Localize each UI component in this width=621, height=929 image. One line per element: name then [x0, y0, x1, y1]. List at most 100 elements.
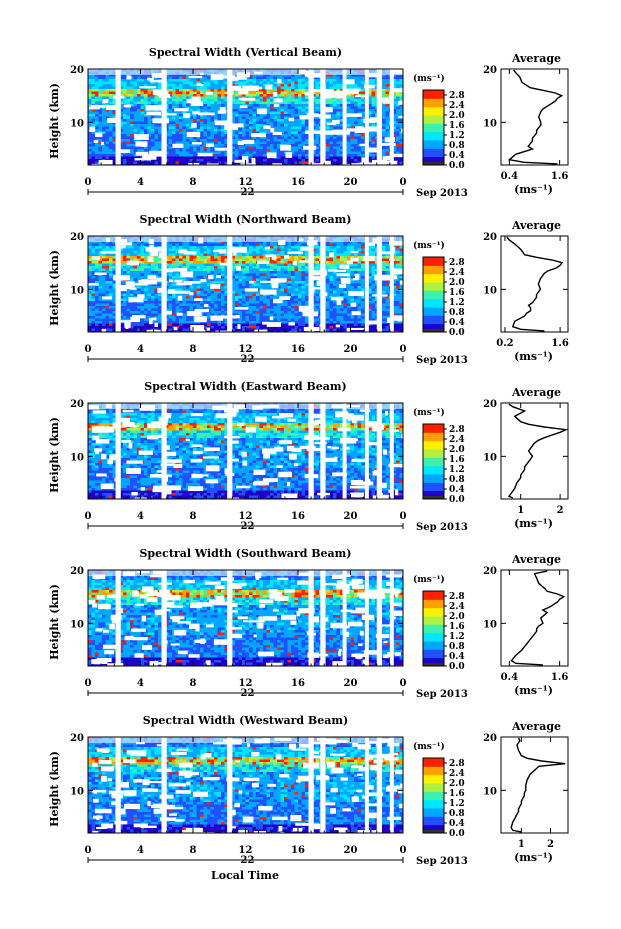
average-profile-line: [506, 236, 564, 332]
month-label: Sep 2013: [416, 355, 468, 366]
data-gap: [342, 69, 347, 165]
average-panel-2: Average 1 2 10 20 (ms⁻¹): [483, 386, 569, 530]
heatmap-panel-1: Spectral Width (Northward Beam) 0 4 8 12 16 20…: [48, 213, 468, 366]
x-tick-label: 12: [239, 344, 253, 355]
colorbar-tick-label: 1.2: [449, 632, 465, 642]
x-tick-label: 4: [137, 678, 144, 689]
colorbar-tick-label: 0.0: [449, 829, 465, 839]
data-gap: [227, 69, 233, 165]
heatmap-panel-0: Spectral Width (Vertical Beam) 0 4 8 12 16 20 0…: [48, 46, 468, 199]
average-title: Average: [511, 720, 561, 733]
date-label: 22: [241, 521, 255, 532]
average-x-tick: 1.6: [551, 338, 568, 349]
colorbar-tick-label: 0.8: [449, 642, 465, 652]
average-x-label: (ms⁻¹): [514, 183, 553, 196]
colorbar-tick-label: 2.4: [449, 101, 465, 111]
average-y-tick: 20: [483, 65, 497, 76]
colorbar-tick-label: 1.2: [449, 799, 465, 809]
colorbar-tick-label: 1.6: [449, 288, 465, 298]
average-profile-line: [507, 69, 564, 165]
average-y-tick: 10: [483, 619, 497, 630]
colorbar-tick-label: 1.2: [449, 298, 465, 308]
data-gap: [389, 69, 394, 165]
x-tick-label: 16: [291, 177, 305, 188]
average-profile-line: [507, 403, 569, 499]
colorbar-tick-label: 2.0: [449, 612, 465, 622]
colorbar-unit: (ms⁻¹): [413, 240, 445, 251]
colorbar-unit: (ms⁻¹): [413, 574, 445, 585]
data-gap: [376, 570, 382, 666]
x-tick-label: 0: [400, 344, 407, 355]
x-tick-label: 20: [344, 845, 358, 856]
colorbar-tick-label: 0.0: [449, 662, 465, 672]
average-y-tick: 20: [483, 232, 497, 243]
heatmap-panel-3: Spectral Width (Southward Beam) 0 4 8 12 16 20…: [48, 547, 468, 700]
date-label: 22: [241, 855, 255, 866]
data-gap: [115, 69, 121, 165]
colorbar-tick-label: 0.0: [449, 328, 465, 338]
month-label: Sep 2013: [416, 522, 468, 533]
x-tick-label: 16: [291, 678, 305, 689]
colorbar: (ms⁻¹) 0.00.40.81.21.62.02.42.8: [413, 574, 465, 672]
x-tick-label: 0: [400, 678, 407, 689]
colorbar: (ms⁻¹) 0.00.40.81.21.62.02.42.8: [413, 407, 465, 505]
average-y-tick: 10: [483, 786, 497, 797]
y-tick-label: 20: [70, 733, 84, 744]
x-tick-label: 8: [190, 177, 197, 188]
average-title: Average: [511, 553, 561, 566]
x-tick-label: 16: [291, 511, 305, 522]
data-gap: [115, 570, 121, 666]
colorbar-tick-label: 2.0: [449, 779, 465, 789]
average-frame: [500, 402, 569, 500]
y-axis-label: Height (km): [48, 250, 61, 326]
average-x-tick: 2: [547, 839, 554, 850]
colorbar: (ms⁻¹) 0.00.40.81.21.62.02.42.8: [413, 240, 465, 338]
data-gap: [376, 737, 382, 833]
data-gap: [320, 737, 326, 833]
y-axis-label: Height (km): [48, 83, 61, 159]
y-tick-label: 20: [70, 399, 84, 410]
month-label: Sep 2013: [416, 689, 468, 700]
average-x-tick: 1.6: [551, 171, 568, 182]
colorbar-tick-label: 0.8: [449, 475, 465, 485]
heatmap-panel-2: Spectral Width (Eastward Beam) 0 4 8 12 16 20 0…: [48, 380, 468, 533]
data-gap: [308, 403, 314, 499]
month-label: Sep 2013: [416, 856, 468, 867]
x-tick-label: 20: [344, 344, 358, 355]
average-x-tick: 1: [518, 839, 525, 850]
average-y-tick: 10: [483, 452, 497, 463]
x-tick-label: 4: [137, 344, 144, 355]
y-tick-label: 10: [70, 285, 84, 296]
average-x-tick: 1: [517, 505, 524, 516]
x-tick-label: 16: [291, 344, 305, 355]
y-axis-label: Height (km): [48, 417, 61, 493]
average-x-tick: 0.2: [496, 338, 513, 349]
data-gap: [389, 570, 394, 666]
colorbar-unit: (ms⁻¹): [413, 741, 445, 752]
data-gap: [115, 737, 121, 833]
average-frame: [500, 736, 569, 834]
colorbar-tick-label: 1.6: [449, 622, 465, 632]
colorbar-tick-label: 2.0: [449, 111, 465, 121]
y-axis-label: Height (km): [48, 751, 61, 827]
heatmap-field: [88, 403, 403, 499]
colorbar-tick-label: 1.2: [449, 131, 465, 141]
heatmap-field: [88, 69, 403, 165]
panel-title: Spectral Width (Northward Beam): [140, 213, 352, 226]
data-gap: [364, 236, 369, 332]
average-frame: [500, 235, 569, 333]
data-gap: [320, 69, 326, 165]
x-axis-title: Local Time: [211, 869, 279, 882]
average-y-tick: 20: [483, 733, 497, 744]
panel-title: Spectral Width (Eastward Beam): [144, 380, 346, 393]
x-tick-label: 8: [190, 344, 197, 355]
heatmap-field: [88, 570, 403, 666]
colorbar-tick-label: 0.4: [449, 819, 465, 829]
data-gap: [161, 737, 167, 833]
panel-title: Spectral Width (Westward Beam): [143, 714, 348, 727]
colorbar-tick-label: 2.0: [449, 278, 465, 288]
y-tick-label: 20: [70, 566, 84, 577]
average-profile-line: [510, 570, 566, 666]
date-label: 22: [241, 187, 255, 198]
y-tick-label: 10: [70, 118, 84, 129]
